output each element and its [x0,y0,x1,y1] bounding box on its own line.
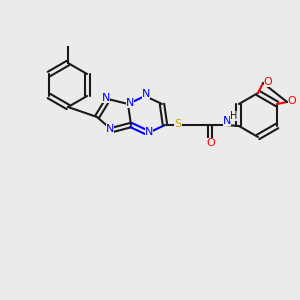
Text: O: O [264,77,272,87]
Text: N: N [106,124,114,134]
Text: N: N [142,89,150,99]
Text: N: N [102,93,110,103]
Text: N: N [223,116,231,126]
Text: O: O [207,138,215,148]
Text: N: N [126,98,134,108]
Text: S: S [174,119,182,129]
Text: H: H [230,111,238,121]
Text: N: N [145,127,153,137]
Text: O: O [288,96,296,106]
